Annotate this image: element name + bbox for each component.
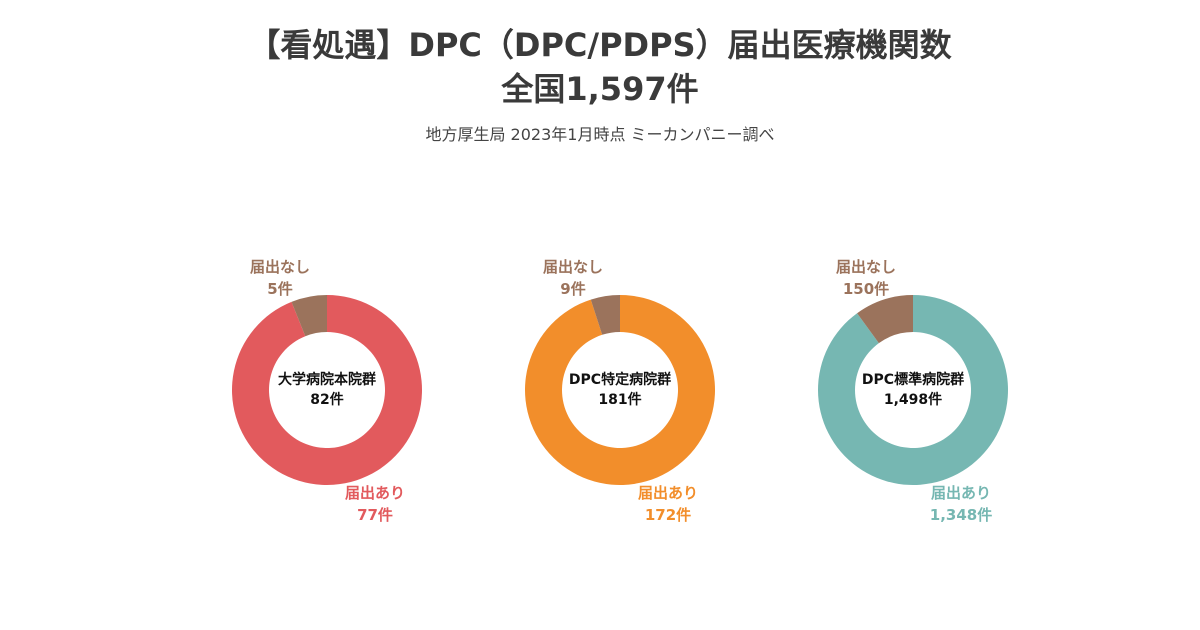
with-filing-value: 172件: [645, 506, 691, 524]
no-filing-value: 9件: [560, 280, 585, 298]
no-filing-label: 届出なし: [250, 258, 310, 276]
chart-title-line1: 【看処遇】DPC（DPC/PDPS）届出医療機関数: [248, 26, 952, 64]
no-filing-value: 5件: [267, 280, 292, 298]
donut-center-title: DPC特定病院群: [569, 371, 671, 388]
chart-subtitle: 地方厚生局 2023年1月時点 ミーカンパニー調べ: [425, 125, 775, 144]
no-filing-label: 届出なし: [836, 258, 896, 276]
with-filing-label: 届出あり: [931, 484, 991, 502]
slice-without-filing: [857, 295, 913, 344]
slice-with-filing: [525, 295, 716, 485]
slice-with-filing: [818, 295, 1009, 485]
slice-without-filing: [590, 295, 620, 335]
donut-center-total: 1,498件: [884, 391, 942, 408]
with-filing-value: 1,348件: [930, 506, 992, 524]
with-filing-label: 届出あり: [638, 484, 698, 502]
donut-center-total: 181件: [598, 391, 641, 408]
donut-center-total: 82件: [310, 391, 343, 408]
no-filing-label: 届出なし: [543, 258, 603, 276]
donut-center-title: DPC標準病院群: [862, 371, 964, 388]
chart-title-line2: 全国1,597件: [501, 70, 699, 108]
no-filing-value: 150件: [843, 280, 889, 298]
slice-without-filing: [291, 295, 327, 337]
with-filing-value: 77件: [357, 506, 393, 524]
slice-with-filing: [232, 295, 423, 485]
donut-center-title: 大学病院本院群: [278, 371, 376, 388]
with-filing-label: 届出あり: [345, 484, 405, 502]
